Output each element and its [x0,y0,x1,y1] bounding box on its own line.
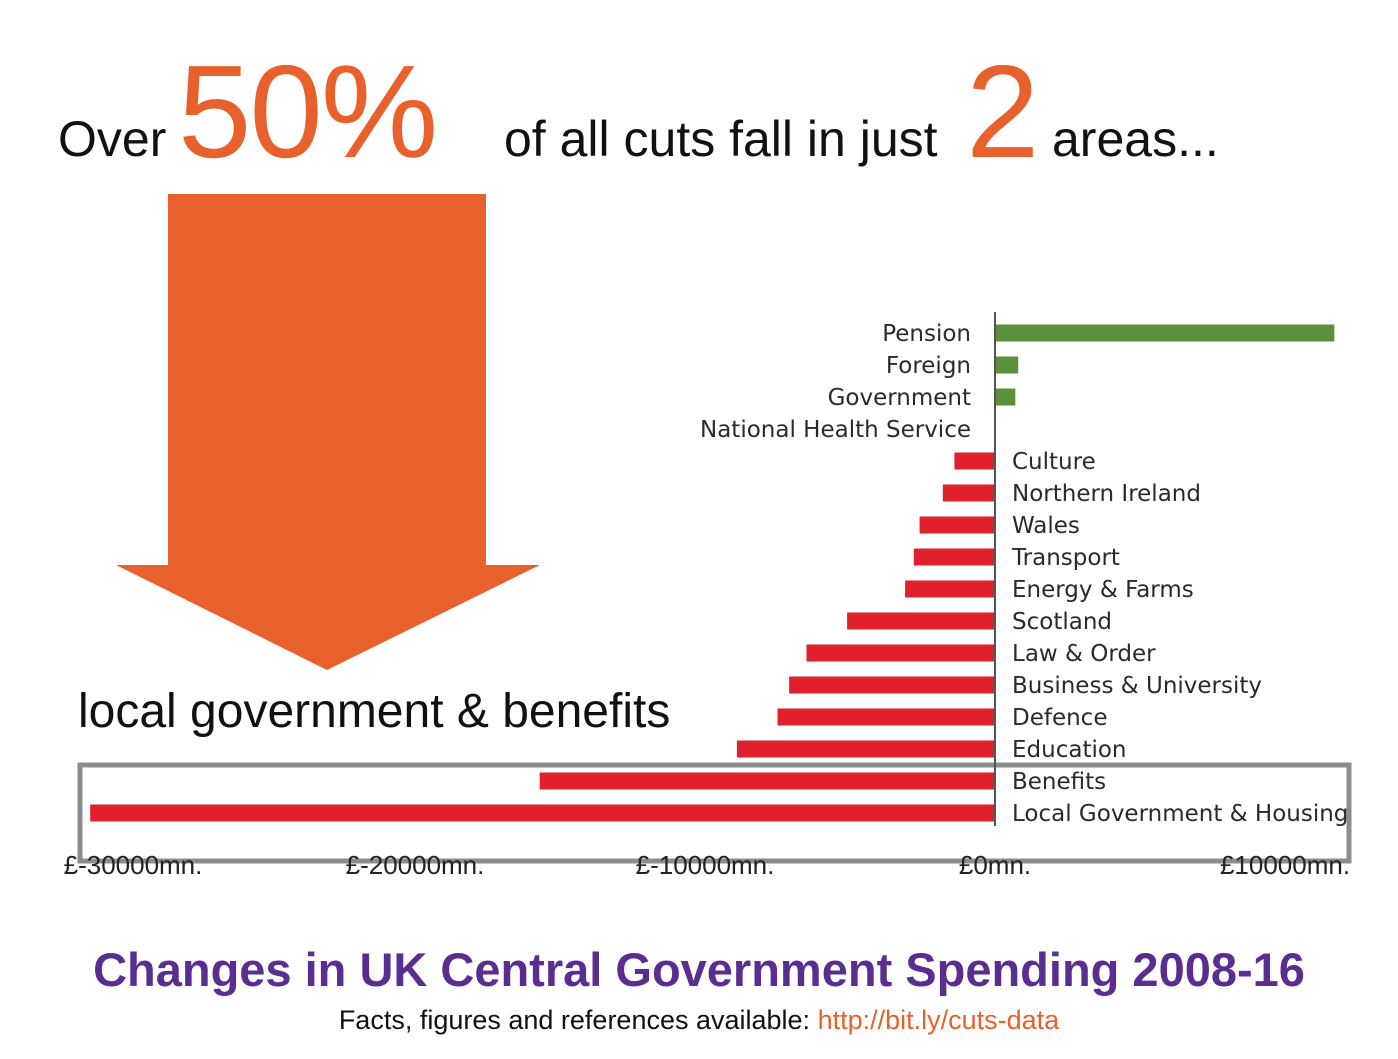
chart-title: Changes in UK Central Government Spendin… [93,943,1305,996]
x-tick-label: £-20000mn. [346,850,485,880]
bar-culture [954,452,995,470]
bar-label-benefits: Benefits [1012,769,1106,795]
bar-label-energy-and-farms: Energy & Farms [1012,577,1194,603]
bar-law-and-order [806,644,995,662]
bar-benefits [539,772,995,790]
bar-education [736,740,995,758]
bar-label-northern-ireland: Northern Ireland [1012,481,1201,507]
source-link[interactable]: http://bit.ly/cuts-data [817,1005,1060,1035]
x-tick-label: £-10000mn. [636,850,775,880]
bar-label-law-and-order: Law & Order [1012,641,1156,667]
bar-label-scotland: Scotland [1012,609,1112,635]
bar-transport [913,548,995,566]
headline: Over 50% of all cuts fall in just 2 area… [0,0,1398,190]
x-tick-label: £10000mn. [1220,850,1350,880]
bar-label-pension: Pension [882,321,971,347]
bar-label-transport: Transport [1011,545,1120,571]
bar-scotland [847,612,995,630]
bar-label-wales: Wales [1012,513,1080,539]
bar-pension [995,324,1335,342]
bar-label-defence: Defence [1012,705,1107,731]
bar-label-business-and-university: Business & University [1012,673,1262,699]
bar-government [995,388,1016,406]
bar-northern-ireland [942,484,995,502]
bar-label-education: Education [1012,737,1127,763]
bar-local-government-and-housing [90,804,995,822]
bar-energy-and-farms [905,580,995,598]
headline-big-number: 2 [966,38,1040,185]
source-note: Facts, figures and references available:… [0,1005,1398,1036]
x-tick-label: £-30000mn. [64,850,203,880]
bar-defence [777,708,995,726]
callout-label: local government & benefits [78,685,671,738]
bar-label-government: Government [828,385,971,411]
headline-big-percent: 50% [178,38,438,185]
headline-suffix: areas... [1052,111,1219,167]
highlight-box [77,762,1352,864]
x-tick-label: £0mn. [959,850,1031,880]
bar-label-national-health-service: National Health Service [700,417,971,443]
spending-bar-chart: Pension Foreign Government National Health … [64,312,1352,880]
bar-business-and-university [789,676,995,694]
bar-wales [919,516,995,534]
source-note-text: Facts, figures and references available: [338,1005,818,1035]
headline-prefix: Over [58,111,167,167]
bar-label-local-government-and-housing: Local Government & Housing [1012,801,1348,827]
bar-foreign [995,356,1019,374]
bar-label-culture: Culture [1012,449,1096,475]
headline-middle: of all cuts fall in just [504,111,938,167]
bar-label-foreign: Foreign [886,353,971,379]
